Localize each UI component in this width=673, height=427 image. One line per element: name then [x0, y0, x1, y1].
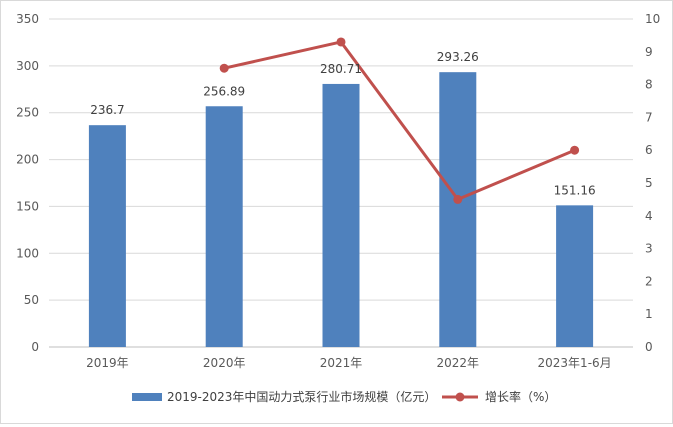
- left-tick-label: 250: [16, 106, 39, 120]
- right-tick-label: 8: [645, 78, 653, 92]
- left-tick-label: 350: [16, 12, 39, 26]
- x-tick-label: 2022年: [437, 356, 480, 370]
- line-point: [453, 194, 463, 204]
- x-tick-label: 2020年: [203, 356, 246, 370]
- right-tick-label: 0: [645, 340, 653, 354]
- right-tick-label: 6: [645, 143, 653, 157]
- bar-value-label: 256.89: [203, 84, 245, 98]
- bar-series: [88, 72, 594, 347]
- bar-value-label: 280.71: [320, 62, 362, 76]
- right-tick-label: 1: [645, 307, 653, 321]
- right-tick-label: 5: [645, 176, 653, 190]
- left-tick-label: 0: [31, 340, 39, 354]
- data-labels: 236.7 256.89 280.71 293.26 151.16: [90, 50, 595, 197]
- line-point: [219, 63, 229, 73]
- right-tick-label: 4: [645, 209, 653, 223]
- right-tick-label: 9: [645, 45, 653, 59]
- bar: [205, 106, 243, 347]
- x-axis-ticks: 2019年 2020年 2021年 2022年 2023年1-6月: [86, 356, 612, 370]
- x-tick-label: 2021年: [320, 356, 363, 370]
- right-tick-label: 7: [645, 110, 653, 124]
- right-tick-label: 3: [645, 242, 653, 256]
- bar: [439, 72, 477, 347]
- right-tick-label: 10: [645, 12, 660, 26]
- right-tick-label: 2: [645, 274, 653, 288]
- legend-line-marker: [455, 392, 465, 402]
- left-tick-label: 50: [24, 293, 39, 307]
- bar-value-label: 236.7: [90, 103, 124, 117]
- legend-bar-swatch: [132, 393, 162, 401]
- bar: [556, 205, 594, 347]
- legend-bar-label: 2019-2023年中国动力式泵行业市场规模（亿元）: [167, 389, 436, 404]
- x-tick-label: 2019年: [86, 356, 129, 370]
- line-point: [336, 37, 346, 47]
- right-axis-ticks: 0 1 2 3 4 5 6 7 8 9 10: [645, 12, 660, 354]
- bar-value-label: 151.16: [554, 183, 596, 197]
- left-tick-label: 150: [16, 199, 39, 213]
- bar: [88, 125, 126, 347]
- line-point: [570, 145, 580, 155]
- x-tick-label: 2023年1-6月: [538, 356, 612, 370]
- bar: [322, 83, 360, 347]
- left-axis-ticks: 0 50 100 150 200 250 300 350: [16, 12, 39, 354]
- bar-value-label: 293.26: [437, 50, 479, 64]
- left-tick-label: 200: [16, 153, 39, 167]
- growth-rate-line: [223, 40, 576, 201]
- left-tick-label: 100: [16, 246, 39, 260]
- legend-line-label: 增长率（%）: [485, 389, 556, 404]
- legend: 2019-2023年中国动力式泵行业市场规模（亿元） 增长率（%）: [132, 389, 556, 404]
- line-series: [219, 37, 580, 204]
- left-tick-label: 300: [16, 59, 39, 73]
